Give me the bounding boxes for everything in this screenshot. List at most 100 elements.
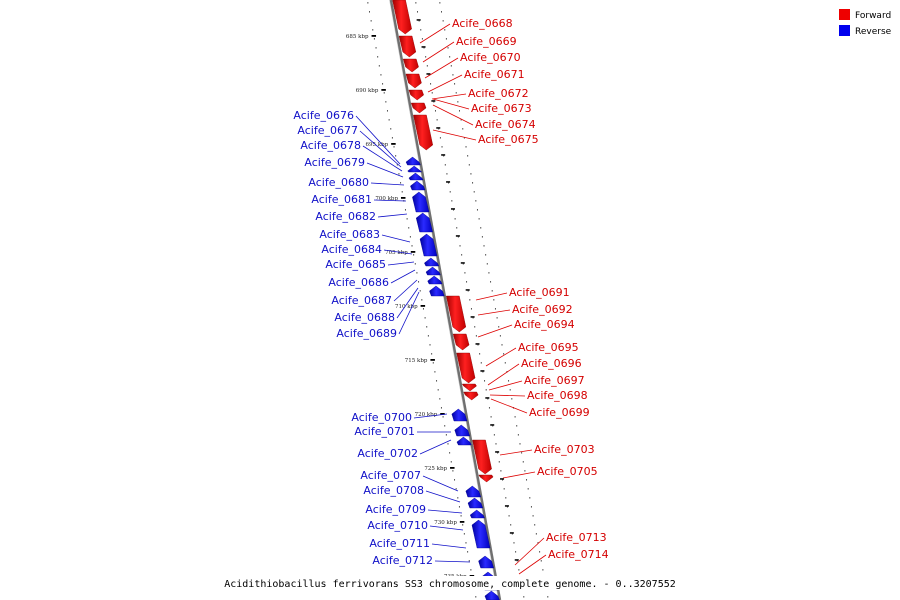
reverse-gene-block [425, 266, 441, 276]
track-dot [501, 344, 503, 346]
track-dot [440, 11, 442, 13]
track-dot [418, 281, 420, 283]
track-dot [449, 56, 451, 58]
track-dot [404, 209, 406, 211]
forward-gene-label: Acife_0670 [460, 51, 521, 64]
tick-label: 730 kbp [434, 520, 457, 526]
track-dot [484, 380, 486, 382]
track-dot [422, 308, 424, 310]
tick-label: 710 kbp [395, 304, 418, 310]
track-dot [499, 335, 501, 337]
track-dot [431, 353, 433, 355]
reverse-leader-line [413, 413, 448, 419]
track-dot [421, 299, 423, 301]
track-dot [475, 596, 477, 598]
track-dot [547, 596, 549, 598]
track-dot [464, 272, 466, 274]
track-dot [415, 2, 417, 4]
track-dot [447, 443, 449, 445]
track-dot [400, 182, 402, 184]
track-dot [517, 434, 519, 436]
major-tick [381, 89, 386, 91]
track-dot [418, 20, 420, 22]
track-dot [492, 425, 494, 427]
forward-leader-line [419, 23, 451, 44]
reverse-gene-label: Acife_0688 [334, 311, 395, 324]
track-dot [457, 101, 459, 103]
forward-gene-label: Acife_0671 [464, 68, 525, 81]
reverse-leader-line [398, 291, 420, 335]
track-dot [445, 38, 447, 40]
forward-gene-label: Acife_0699 [529, 406, 590, 419]
track-dot [510, 524, 512, 526]
reverse-gene-block [467, 497, 484, 509]
track-dot [449, 191, 451, 193]
track-dot [454, 479, 456, 481]
track-dot [467, 290, 469, 292]
track-dot [426, 326, 428, 328]
track-dot [424, 317, 426, 319]
track-dot [454, 83, 456, 85]
forward-leader-line [490, 398, 528, 414]
track-dot [436, 380, 438, 382]
reverse-leader-line [422, 475, 459, 492]
reverse-leader-line [387, 261, 415, 266]
track-dot [524, 470, 526, 472]
track-dot [481, 236, 483, 238]
forward-gene-block [452, 333, 470, 351]
track-dot [467, 551, 469, 553]
minor-tick [500, 478, 505, 480]
track-dot [530, 506, 532, 508]
track-dot [505, 497, 507, 499]
forward-gene-block [478, 474, 494, 483]
forward-gene-block [398, 35, 417, 58]
track-dot [411, 245, 413, 247]
forward-gene-label: Acife_0672 [468, 87, 529, 100]
track-dot [532, 515, 534, 517]
reverse-gene-label: Acife_0700 [351, 411, 412, 424]
reverse-leader-line [381, 234, 411, 243]
track-dot [436, 119, 438, 121]
track-dot [455, 92, 457, 94]
tick-label: 695 kbp [366, 142, 389, 148]
track-dot [496, 317, 498, 319]
track-dot [480, 362, 482, 364]
track-dot [442, 20, 444, 22]
reverse-leader-line [425, 490, 461, 503]
minor-tick [446, 181, 451, 183]
forward-leader-line [489, 394, 526, 397]
track-dot [419, 290, 421, 292]
track-dot [393, 146, 395, 148]
major-tick [410, 251, 416, 253]
major-tick [469, 575, 475, 577]
track-dot [444, 29, 446, 31]
track-dot [375, 47, 377, 49]
forward-gene-label: Acife_0694 [514, 318, 575, 331]
track-dot [475, 200, 477, 202]
track-dot [523, 596, 525, 598]
track-dot [519, 443, 521, 445]
reverse-gene-block [419, 233, 438, 257]
forward-gene-label: Acife_0673 [471, 102, 532, 115]
minor-tick [470, 316, 475, 318]
track-dot [540, 560, 542, 562]
track-dot [386, 110, 388, 112]
track-dot [503, 353, 505, 355]
track-dot [463, 137, 465, 139]
tick-label: 690 kbp [356, 88, 379, 94]
minor-tick [416, 19, 421, 21]
reverse-gene-block [429, 285, 445, 297]
reverse-gene-label: Acife_0709 [365, 503, 426, 516]
track-dot [527, 488, 529, 490]
track-dot [497, 452, 499, 454]
forward-leader-line [432, 129, 477, 141]
forward-leader-line [431, 93, 467, 100]
track-dot [476, 209, 478, 211]
track-dot [514, 416, 516, 418]
track-dot [483, 245, 485, 247]
track-dot [414, 263, 416, 265]
track-dot [406, 218, 408, 220]
reverse-leader-line [366, 162, 404, 178]
reverse-leader-line [393, 279, 418, 302]
major-tick [459, 521, 465, 523]
